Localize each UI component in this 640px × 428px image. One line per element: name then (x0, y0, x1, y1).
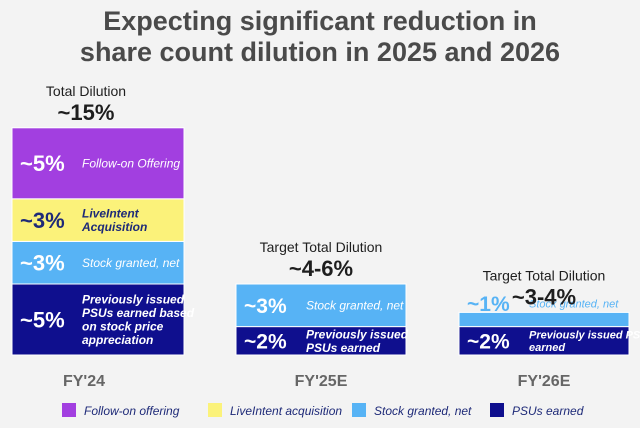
bar-segment-stock_granted (458, 311, 630, 328)
segment-label: Follow-on Offering (82, 157, 180, 171)
legend-swatch-psus (490, 403, 504, 417)
legend-swatch-liveintent (208, 403, 222, 417)
category-label: FY'24 (63, 373, 105, 390)
bar-segment-stock_granted (235, 283, 407, 328)
segment-label: Previously issued (82, 293, 185, 307)
total-label: Target Total Dilution (260, 239, 383, 255)
bar-segment-psus (11, 283, 185, 356)
total-value: ~15% (58, 100, 115, 125)
segment-percent: ~5% (20, 151, 65, 176)
legend-swatch-stock_granted (352, 403, 366, 417)
segment-percent: ~2% (467, 330, 510, 353)
total-label: Target Total Dilution (483, 267, 606, 283)
category-label: FY'26E (518, 373, 571, 390)
bar-segment-psus (235, 326, 407, 356)
segment-label: Stock granted, net (82, 256, 180, 270)
legend-label-stock_granted: Stock granted, net (374, 404, 472, 418)
total-label: Total Dilution (46, 83, 126, 99)
segment-label: PSUs earned (306, 341, 381, 355)
legend-label-follow_on: Follow-on offering (84, 404, 180, 418)
title-line-2: share count dilution in 2025 and 2026 (79, 37, 561, 67)
bar-segment-liveintent (11, 198, 185, 242)
total-value: ~3-4% (512, 284, 576, 309)
segment-percent: ~3% (20, 208, 65, 233)
legend-label-psus: PSUs earned (512, 404, 584, 418)
segment-percent: ~2% (244, 330, 287, 353)
category-label: FY'25E (295, 373, 348, 390)
segment-label: earned (529, 342, 565, 354)
legend-swatch-follow_on (62, 403, 76, 417)
segment-label: Stock granted, net (529, 298, 619, 310)
title-line-1: Expecting significant reduction in (103, 6, 537, 36)
segment-label: LiveIntent (82, 207, 140, 221)
segment-label: Acquisition (81, 220, 147, 234)
segment-label: Previously issued PSUs (529, 330, 640, 342)
segment-label: on stock price (82, 320, 164, 334)
chart-title: Expecting significant reduction in share… (0, 6, 640, 68)
segment-percent: ~5% (20, 307, 65, 332)
bar-segment-stock_granted (11, 240, 185, 285)
bar-segment-psus (458, 326, 630, 356)
legend-label-liveintent: LiveIntent acquisition (230, 404, 342, 418)
total-value: ~4-6% (289, 256, 353, 281)
segment-percent: ~3% (244, 295, 287, 318)
segment-percent: ~3% (20, 251, 65, 276)
segment-label: Previously issued (306, 327, 409, 341)
segment-label: PSUs earned based (82, 306, 195, 320)
bar-segment-follow_on (11, 127, 185, 200)
segment-label: appreciation (82, 333, 153, 347)
segment-percent: ~1% (467, 293, 510, 316)
segment-label: Stock granted, net (306, 299, 404, 313)
